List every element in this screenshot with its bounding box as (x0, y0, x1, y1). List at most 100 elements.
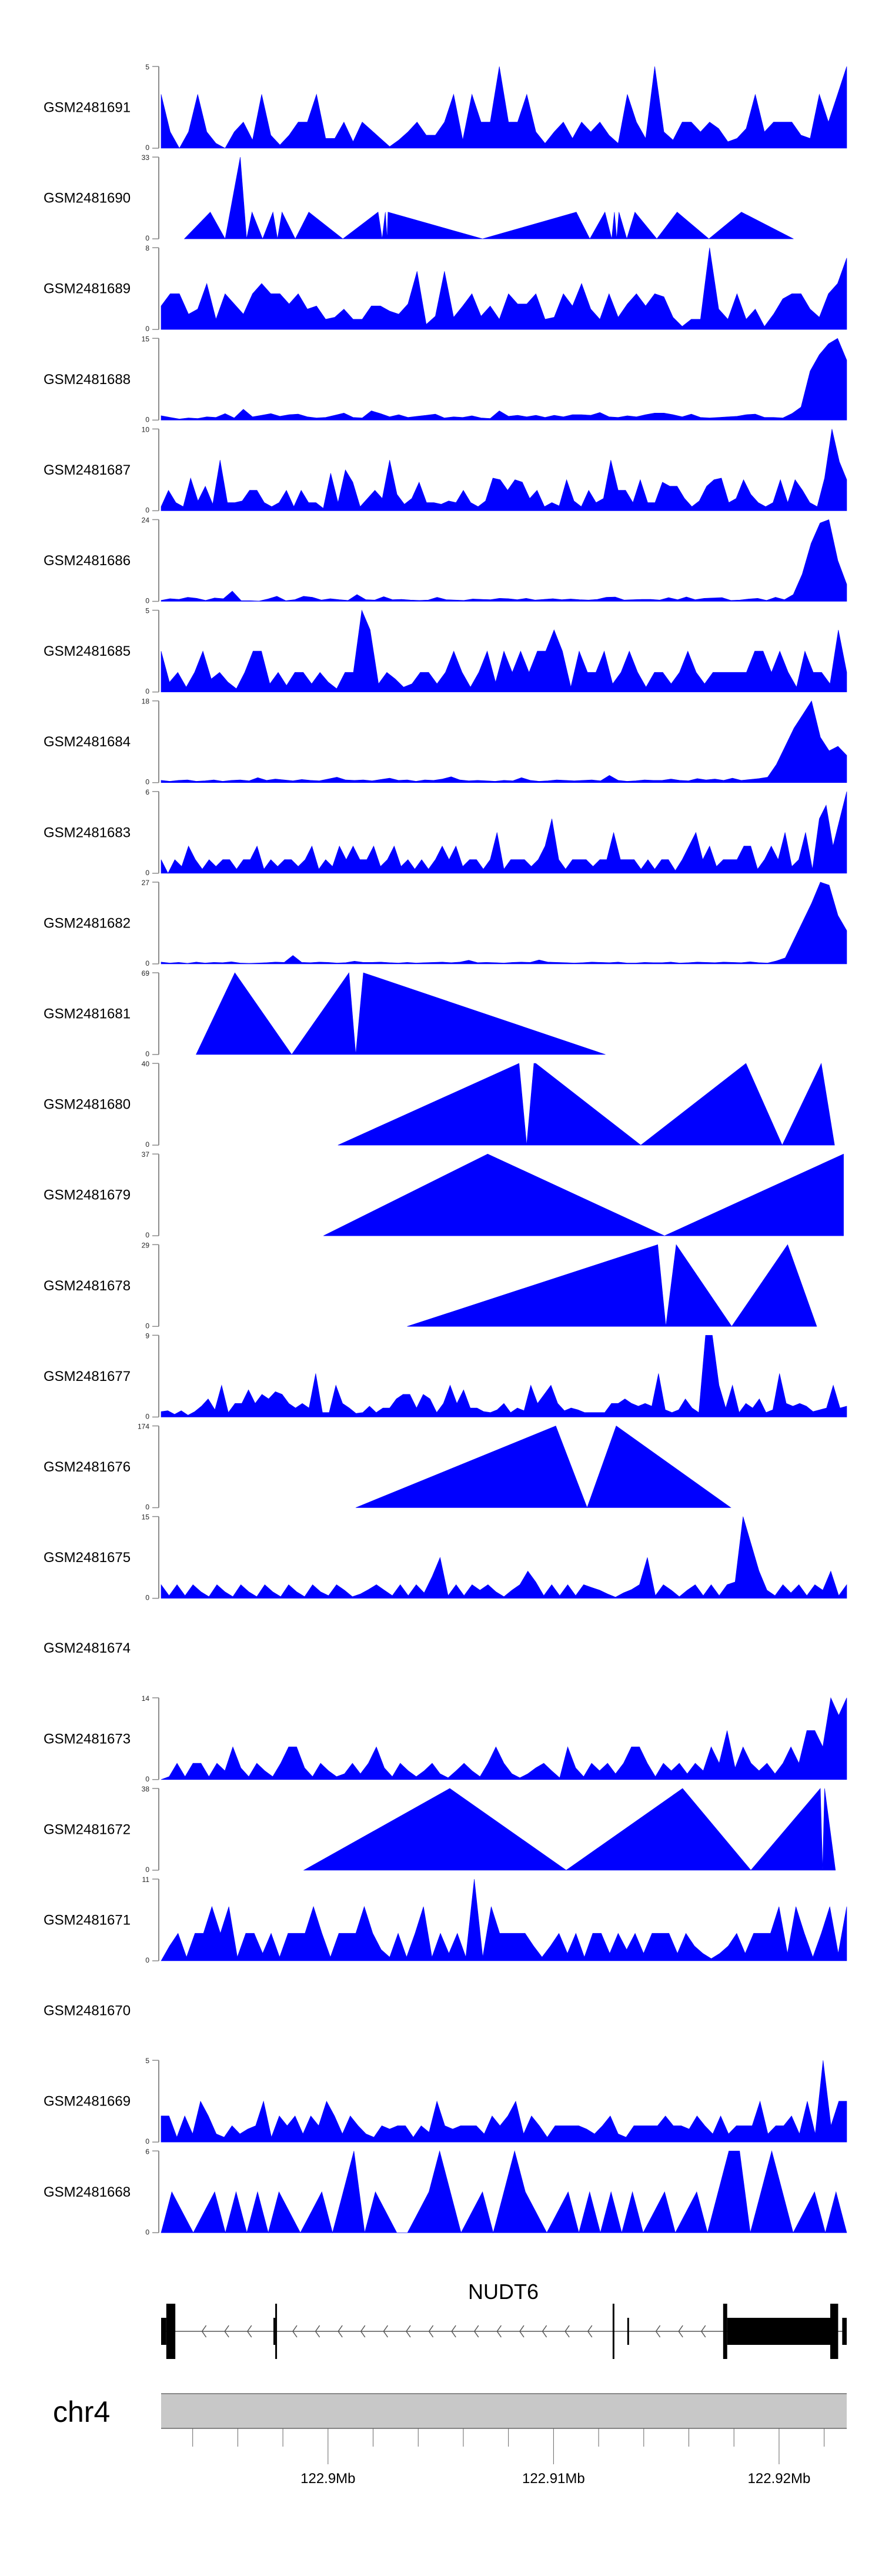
track-label: GSM2481678 (44, 1278, 131, 1294)
track-label: GSM2481687 (44, 462, 131, 478)
coverage-area (161, 1697, 847, 1780)
y-tick-label-zero: 0 (145, 688, 149, 696)
y-tick-label-max: 33 (142, 154, 150, 162)
track-GSM2481684: GSM2481684 18 0 (44, 698, 847, 786)
track-label: GSM2481690 (44, 191, 131, 206)
y-tick-label-zero: 0 (145, 1322, 149, 1330)
coverage-area (161, 2150, 847, 2234)
track-label: GSM2481684 (44, 734, 131, 750)
track-label: GSM2481680 (44, 1097, 131, 1113)
gene-track: NUDT6 (161, 2280, 847, 2359)
chromosome-label: chr4 (53, 2395, 110, 2428)
track-label: GSM2481691 (44, 100, 131, 116)
track-GSM2481673: GSM2481673 14 0 (44, 1694, 847, 1783)
track-GSM2481687: GSM2481687 10 0 (44, 425, 847, 514)
y-tick-label-zero: 0 (145, 234, 149, 242)
coverage-area (161, 609, 847, 692)
strand-arrow-icon (292, 2325, 298, 2338)
coverage-area (183, 157, 794, 240)
track-GSM2481681: GSM2481681 69 0 (44, 969, 606, 1058)
track-label: GSM2481688 (44, 372, 131, 388)
y-tick-label-zero: 0 (145, 1866, 149, 1874)
coverage-area (161, 791, 847, 874)
exon-utr (273, 2318, 276, 2345)
track-label: GSM2481671 (44, 1913, 131, 1928)
gene-name: NUDT6 (468, 2280, 539, 2304)
y-tick-label-max: 5 (145, 607, 149, 615)
strand-arrow-icon (655, 2325, 661, 2338)
coverage-area (161, 1878, 847, 1961)
y-tick-label-max: 27 (142, 879, 150, 887)
track-label: GSM2481670 (44, 2003, 131, 2019)
track-label: GSM2481681 (44, 1006, 131, 1022)
track-GSM2481688: GSM2481688 15 0 (44, 335, 847, 423)
strand-arrow-icon (519, 2325, 524, 2338)
track-GSM2481679: GSM2481679 37 0 (44, 1150, 844, 1239)
coverage-area (161, 700, 847, 783)
track-GSM2481672: GSM2481672 38 0 (44, 1785, 836, 1874)
y-tick-label-zero: 0 (145, 1594, 149, 1602)
exon-utr (842, 2318, 847, 2345)
y-tick-label-max: 10 (142, 425, 150, 433)
y-tick-label-max: 9 (145, 1332, 149, 1340)
y-tick-label-zero: 0 (145, 1050, 149, 1058)
y-tick-label-max: 40 (142, 1060, 150, 1068)
y-tick-label-zero: 0 (145, 959, 149, 967)
coverage-area (161, 882, 847, 965)
track-label: GSM2481672 (44, 1821, 131, 1837)
coverage-area (407, 1244, 817, 1327)
y-tick-label-max: 18 (142, 698, 150, 706)
track-GSM2481674: GSM2481674 (44, 1640, 131, 1656)
track-label: GSM2481686 (44, 553, 131, 569)
exon-utr (627, 2318, 629, 2345)
y-tick-label-max: 14 (142, 1694, 150, 1703)
track-GSM2481686: GSM2481686 24 0 (44, 516, 847, 605)
track-GSM2481685: GSM2481685 5 0 (44, 607, 847, 696)
track-GSM2481680: GSM2481680 40 0 (44, 1060, 835, 1149)
y-tick-label-max: 5 (145, 2057, 149, 2065)
strand-arrow-icon (201, 2325, 207, 2338)
track-GSM2481691: GSM2481691 5 0 (44, 63, 847, 152)
y-tick-label-zero: 0 (145, 597, 149, 605)
coverage-area (161, 338, 847, 421)
track-label: GSM2481669 (44, 2094, 131, 2110)
coverage-area (196, 972, 606, 1055)
coverage-area (303, 1788, 836, 1871)
track-label: GSM2481682 (44, 915, 131, 931)
track-GSM2481669: GSM2481669 5 0 (44, 2057, 847, 2145)
coverage-area (161, 66, 847, 149)
y-tick-label-max: 5 (145, 63, 149, 71)
coverage-area (161, 519, 847, 602)
y-tick-label-max: 29 (142, 1241, 150, 1249)
track-GSM2481678: GSM2481678 29 0 (44, 1241, 817, 1330)
y-tick-label-zero: 0 (145, 2228, 149, 2236)
track-label: GSM2481676 (44, 1459, 131, 1475)
strand-arrow-icon (360, 2325, 366, 2338)
track-GSM2481682: GSM2481682 27 0 (44, 879, 847, 967)
coverage-area (161, 1516, 847, 1599)
track-label: GSM2481683 (44, 825, 131, 840)
strand-arrow-icon (700, 2325, 706, 2338)
exon-cds (723, 2304, 727, 2359)
y-tick-label-zero: 0 (145, 1503, 149, 1511)
y-tick-label-max: 174 (138, 1423, 149, 1431)
strand-arrow-icon (428, 2325, 434, 2338)
y-tick-label-zero: 0 (145, 2137, 149, 2145)
track-GSM2481670: GSM2481670 (44, 2003, 131, 2019)
chromosome-axis: chr4 122.9Mb 122.91Mb 122.92Mb (53, 2393, 847, 2487)
strand-arrow-icon (406, 2325, 411, 2338)
coverage-area (161, 248, 847, 330)
track-label: GSM2481674 (44, 1640, 131, 1656)
strand-arrow-icon (451, 2325, 456, 2338)
y-tick-label-max: 15 (142, 335, 150, 343)
y-tick-label-zero: 0 (145, 869, 149, 877)
exon-utr (727, 2318, 831, 2345)
y-tick-label-max: 37 (142, 1150, 150, 1159)
track-GSM2481675: GSM2481675 15 0 (44, 1513, 847, 1602)
strand-arrow-icon (496, 2325, 502, 2338)
track-GSM2481677: GSM2481677 9 0 (44, 1332, 847, 1420)
coverage-area (161, 2060, 847, 2143)
strand-arrow-icon (338, 2325, 343, 2338)
coverage-tracks: GSM248169150GSM2481690330GSM248168980GSM… (44, 63, 847, 2236)
strand-arrow-icon (678, 2325, 683, 2338)
